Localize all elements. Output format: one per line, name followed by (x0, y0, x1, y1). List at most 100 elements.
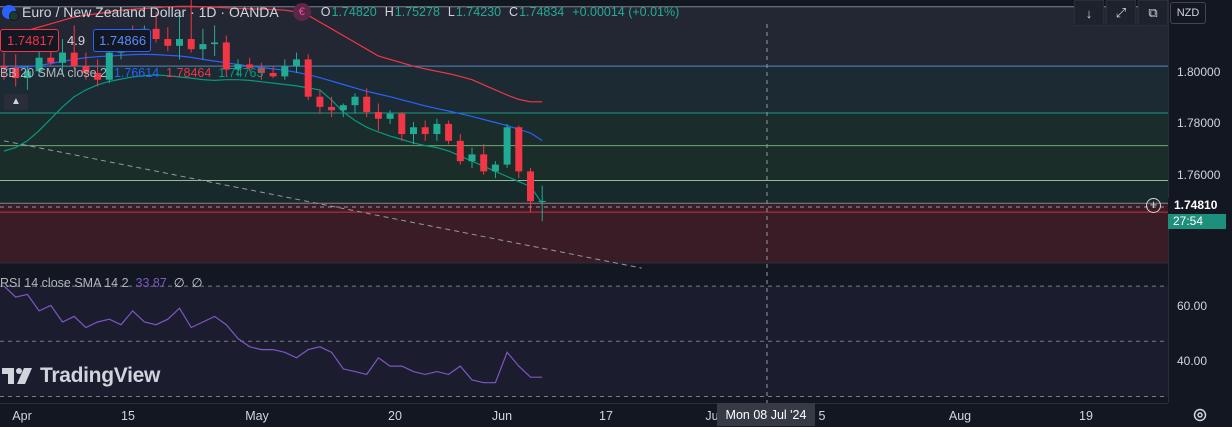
band-bottom (0, 203, 1168, 263)
symbol-title[interactable]: Euro / New Zealand Dollar · 1D · OANDA (22, 4, 279, 20)
bb-lower-line (3, 74, 543, 204)
candle-body (410, 127, 417, 135)
collapse-legend-button[interactable]: ▲ (4, 94, 28, 110)
candle-body (222, 42, 230, 70)
settings-gear-icon[interactable] (1192, 407, 1208, 423)
bb-label: BB 20 SMA close 2 (0, 66, 108, 80)
sell-button[interactable]: 1.74817 (0, 29, 59, 52)
ohlc-low-value: 1.74230 (455, 5, 502, 19)
candle-body (433, 123, 441, 135)
bb-upper-value: 1.78464 (166, 66, 212, 80)
trade-panel: 1.74817 4.9 1.74866 (0, 29, 152, 52)
crosshair-date-label: Mon 08 Jul '24 (717, 403, 815, 426)
tradingview-logo: TradingView (2, 364, 160, 388)
ohlc-open-value: 1.74820 (331, 5, 377, 19)
candle-body (176, 39, 183, 46)
chevron-up-icon: ▲ (11, 96, 21, 107)
candle-body (152, 28, 160, 40)
ohlc-high-label: H (384, 5, 394, 19)
last-price-label: 1.74810 (1168, 198, 1232, 214)
candle-body (199, 44, 207, 50)
currency-select[interactable]: NZD (1170, 2, 1206, 24)
candle-body (374, 111, 382, 119)
candle-body (82, 66, 90, 73)
time-tick: Jun (491, 409, 513, 423)
time-tick: Apr (12, 409, 32, 423)
candle-body (363, 96, 371, 112)
time-tick: Aug (948, 409, 972, 423)
candle-body (47, 57, 55, 63)
ohlc-low-label: L (447, 5, 455, 19)
bb-legend[interactable]: BB 20 SMA close 2 1.76614 1.78464 1.7476… (0, 66, 263, 80)
rsi-label: RSI 14 close SMA 14 2 (0, 276, 129, 290)
ohlc-open: O1.74820 (321, 5, 377, 19)
candle-body (398, 113, 406, 135)
time-axis[interactable]: Apr 15 May 20 Jun 17 Ju 5 Aug 19 (0, 403, 1168, 427)
rsi-value: 33.87 (135, 276, 167, 290)
rsi-line (3, 285, 543, 384)
candle-body (468, 154, 476, 162)
candle-body (105, 52, 113, 80)
candle-body (257, 67, 265, 73)
currency-select-label: NZD (1176, 7, 1200, 19)
arrow-down-icon[interactable]: ↓ (1074, 0, 1104, 26)
rsi-pane (0, 285, 1168, 397)
time-tick: May (245, 409, 269, 423)
spread-value: 4.9 (67, 33, 86, 48)
ohlc-open-label: O (320, 5, 331, 19)
plus-icon[interactable]: + (1146, 198, 1161, 213)
trendline (3, 140, 642, 269)
candle-body (246, 64, 254, 68)
currency-badge[interactable]: € (292, 3, 311, 21)
time-tick: Ju (705, 409, 719, 423)
rsi-tick: 40.00 (1177, 354, 1208, 368)
candle-body (339, 105, 347, 111)
candle-body (70, 52, 78, 67)
screenshot-icon[interactable]: ⧉ (1138, 0, 1168, 26)
ohlc-close: C1.74834 (509, 5, 564, 19)
rsi-tick: 60.00 (1177, 299, 1208, 313)
band-1 (0, 6, 1168, 67)
candle-body (316, 96, 324, 107)
logo-text: TradingView (40, 364, 161, 387)
tradingview-logo-icon (2, 368, 32, 384)
bb-lower-value: 1.74763 (218, 66, 264, 80)
price-tick: 1.78000 (1177, 116, 1221, 130)
chart-toolbar: ↓ ⤢ ⧉ (1072, 0, 1168, 26)
time-tick: 17 (599, 409, 613, 423)
time-tick: 19 (1079, 409, 1093, 423)
chart-pane[interactable] (0, 0, 1168, 403)
candle-body (23, 71, 31, 79)
buy-button[interactable]: 1.74866 (93, 29, 152, 52)
candle-body (527, 171, 534, 202)
symbol-header: Euro / New Zealand Dollar · 1D · OANDA €… (0, 0, 687, 24)
candle-body (445, 123, 453, 141)
candle-body (421, 127, 429, 135)
bb-basis-value: 1.76614 (113, 66, 160, 80)
candle-body (386, 113, 394, 119)
band-2 (0, 66, 1168, 114)
fullscreen-icon[interactable]: ⤢ (1106, 0, 1136, 26)
band-3 (0, 113, 1168, 146)
candle-body (0, 66, 8, 68)
ohlc-high: H1.75278 (385, 5, 440, 19)
candle-body (503, 127, 511, 165)
bar-countdown: 27:54 (1168, 214, 1226, 229)
trendline-dashed (3, 140, 642, 269)
background-bands (0, 6, 1168, 264)
candle-body (164, 39, 172, 46)
price-chart[interactable] (0, 0, 1168, 403)
band-4 (0, 145, 1168, 181)
ohlc-high-value: 1.75278 (394, 5, 440, 19)
ohlc-close-label: C (509, 5, 519, 19)
candle-body (59, 52, 66, 63)
ohlc-change: +0.00014 (+0.01%) (572, 5, 679, 19)
time-tick: 15 (121, 409, 135, 423)
candle-body (94, 72, 102, 80)
ohlc-low: L1.74230 (448, 5, 501, 19)
time-tick: 20 (388, 409, 402, 423)
candle-body (281, 66, 289, 77)
rsi-legend[interactable]: RSI 14 close SMA 14 2 33.87 ∅ ∅ (0, 275, 202, 290)
candle-body (35, 57, 43, 72)
candle-body (211, 42, 219, 45)
